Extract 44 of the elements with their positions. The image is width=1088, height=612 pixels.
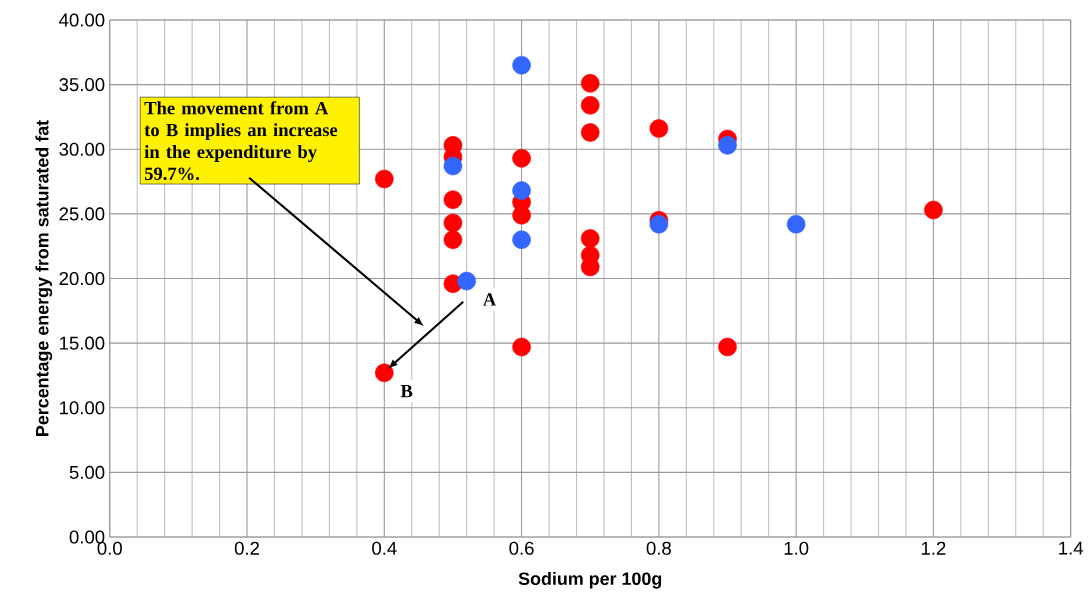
point bbox=[443, 156, 463, 176]
y-tick-label: 5.00 bbox=[69, 465, 105, 480]
point bbox=[443, 190, 463, 210]
y-axis-title: Percentage energy from saturated fat bbox=[35, 120, 53, 437]
x-tick-label: 0.6 bbox=[509, 541, 534, 555]
x-tick-label: 1.2 bbox=[921, 541, 946, 555]
point bbox=[580, 229, 600, 248]
point bbox=[786, 215, 806, 234]
point bbox=[580, 257, 600, 277]
point bbox=[512, 149, 531, 168]
y-tick-label: 35.00 bbox=[59, 78, 105, 92]
x-tick-label: 0.4 bbox=[372, 541, 397, 555]
point bbox=[512, 181, 531, 201]
point bbox=[580, 74, 600, 93]
point bbox=[443, 230, 463, 250]
point bbox=[718, 337, 737, 357]
point bbox=[580, 123, 600, 142]
point bbox=[649, 215, 669, 234]
point bbox=[443, 213, 463, 233]
annotation: B bbox=[400, 385, 413, 398]
y-tick-label: 25.00 bbox=[59, 207, 105, 221]
point bbox=[512, 230, 531, 250]
point bbox=[512, 206, 531, 225]
point bbox=[512, 56, 531, 75]
x-axis-title: Sodium per 100g bbox=[518, 572, 662, 589]
y-tick-label: 40.00 bbox=[59, 13, 105, 27]
x-tick-label: 0.8 bbox=[646, 541, 671, 555]
point bbox=[375, 363, 394, 383]
x-tick-label: 0.2 bbox=[234, 541, 259, 555]
annotation: A bbox=[483, 293, 497, 306]
point bbox=[649, 119, 669, 138]
annotation: The movement from A to B implies an increase in the expenditure by 59.7%. bbox=[144, 101, 338, 181]
point bbox=[457, 271, 476, 291]
y-tick-label: 10.00 bbox=[60, 401, 105, 415]
y-tick-label: 15.00 bbox=[60, 336, 105, 350]
point bbox=[580, 96, 600, 115]
point bbox=[512, 337, 531, 357]
x-tick-label: 1.0 bbox=[784, 541, 809, 555]
y-tick-label: 30.00 bbox=[59, 142, 105, 156]
y-tick-label: 20.00 bbox=[59, 272, 105, 286]
point bbox=[718, 136, 737, 155]
point bbox=[375, 169, 394, 189]
x-tick-label: 1.4 bbox=[1059, 541, 1084, 555]
point bbox=[924, 200, 943, 220]
